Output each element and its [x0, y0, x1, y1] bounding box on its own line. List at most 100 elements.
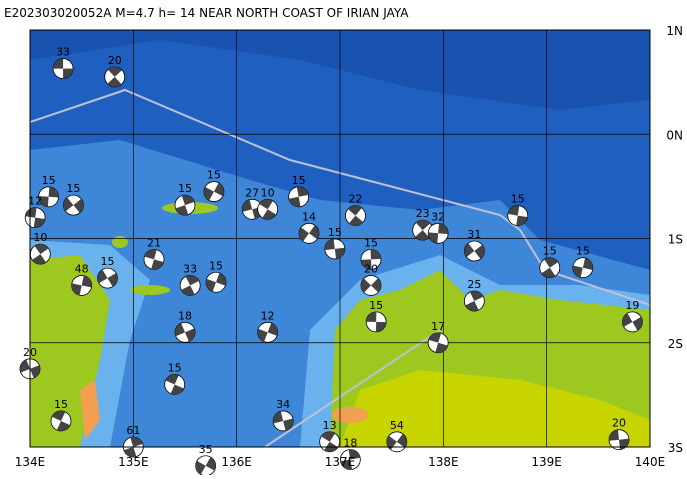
frame [29, 29, 651, 448]
compression-quadrant [361, 259, 372, 270]
depth-label: 12 [261, 309, 275, 322]
compression-quadrant [375, 321, 387, 332]
compression-quadrant [185, 328, 195, 342]
lat-label: 2S [668, 337, 683, 351]
focal-mechanism [29, 243, 51, 265]
depth-label: 15 [209, 259, 223, 272]
lon-label: 137E [325, 455, 356, 469]
compression-quadrant [25, 207, 37, 218]
compression-quadrant [619, 438, 629, 450]
focal-mechanism [298, 222, 320, 244]
compression-quadrant [213, 182, 224, 197]
compression-quadrant [507, 205, 520, 216]
focal-mechanism [345, 205, 366, 226]
focal-mechanism [174, 321, 196, 343]
compression-quadrant [632, 316, 643, 331]
focal-mechanism [71, 275, 93, 296]
compression-quadrant [242, 199, 253, 212]
lon-label: 138E [428, 455, 459, 469]
compression-quadrant [474, 244, 485, 259]
compression-quadrant [185, 275, 200, 286]
fault [264, 329, 441, 447]
focal-mechanism [24, 207, 46, 229]
compression-quadrant [107, 272, 118, 287]
lon-label: 139E [531, 455, 562, 469]
focal-mechanism [52, 58, 74, 79]
compression-quadrant [175, 323, 185, 337]
focal-mechanism [386, 431, 408, 453]
compression-quadrant [56, 420, 71, 431]
focal-mechanism [97, 267, 118, 289]
lowland [340, 370, 650, 447]
compression-quadrant [267, 322, 278, 336]
highland [332, 407, 368, 423]
focal-mechanism [122, 436, 144, 458]
depth-label: 18 [178, 309, 192, 322]
focal-mechanism [507, 205, 529, 226]
depth-label: 13 [323, 419, 337, 432]
focal-mechanism [257, 321, 279, 343]
compression-quadrant [349, 215, 364, 226]
compression-quadrant [609, 429, 619, 441]
compression-quadrant [544, 257, 559, 268]
compression-quadrant [309, 225, 319, 240]
compression-quadrant [63, 68, 74, 79]
depth-label: 23 [416, 207, 430, 220]
depth-label: 10 [33, 231, 47, 244]
compression-quadrant [428, 232, 439, 244]
compression-quadrant [465, 301, 479, 312]
compression-quadrant [348, 449, 361, 460]
compression-quadrant [205, 457, 216, 471]
focal-mechanism [205, 271, 227, 293]
compression-quadrant [81, 275, 92, 288]
compression-quadrant [181, 195, 195, 206]
compression-quadrant [51, 410, 66, 421]
focal-mechanism [257, 198, 279, 220]
compression-quadrant [195, 460, 206, 475]
compression-quadrant [170, 384, 184, 395]
focal-mechanism [360, 275, 382, 296]
depth-label: 32 [431, 210, 445, 223]
focal-mechanism [19, 358, 41, 380]
depth-label: 33 [183, 262, 197, 275]
title: E202303020052A M=4.7 h= 14 NEAR NORTH CO… [4, 6, 409, 20]
compression-quadrant [296, 186, 309, 197]
depth-label: 15 [168, 361, 182, 374]
compression-quadrant [262, 209, 277, 220]
compression-quadrant [216, 272, 226, 286]
compression-quadrant [428, 332, 442, 343]
compression-quadrant [175, 205, 189, 216]
compression-quadrant [30, 365, 40, 379]
focal-mechanism [539, 257, 561, 279]
depth-label: 15 [66, 182, 80, 195]
compression-quadrant [415, 220, 431, 231]
compression-quadrant [107, 76, 122, 87]
compression-quadrant [63, 197, 74, 212]
lon-label: 134E [15, 455, 46, 469]
depth-label: 19 [625, 299, 639, 312]
depth-label: 15 [543, 245, 557, 258]
compression-quadrant [347, 205, 362, 216]
focal-mechanism [365, 311, 387, 333]
depth-label: 15 [328, 226, 342, 239]
depth-label: 54 [390, 419, 404, 432]
focal-mechanism [174, 194, 196, 216]
depth-label: 22 [349, 193, 363, 206]
lat-label: 1S [668, 233, 683, 247]
compression-quadrant [324, 238, 335, 251]
compression-quadrant [516, 215, 528, 226]
compression-quadrant [144, 249, 157, 260]
focal-mechanism [179, 275, 201, 296]
depth-label: 15 [207, 169, 221, 182]
depth-label: 15 [54, 398, 68, 411]
compression-quadrant [541, 267, 556, 278]
compression-quadrant [361, 278, 371, 293]
focal-mechanism [288, 186, 310, 208]
depth-label: 20 [364, 262, 378, 275]
compression-quadrant [123, 447, 137, 457]
lat-label: 1N [666, 24, 683, 38]
depth-label: 25 [467, 278, 481, 291]
depth-label: 18 [343, 437, 357, 450]
